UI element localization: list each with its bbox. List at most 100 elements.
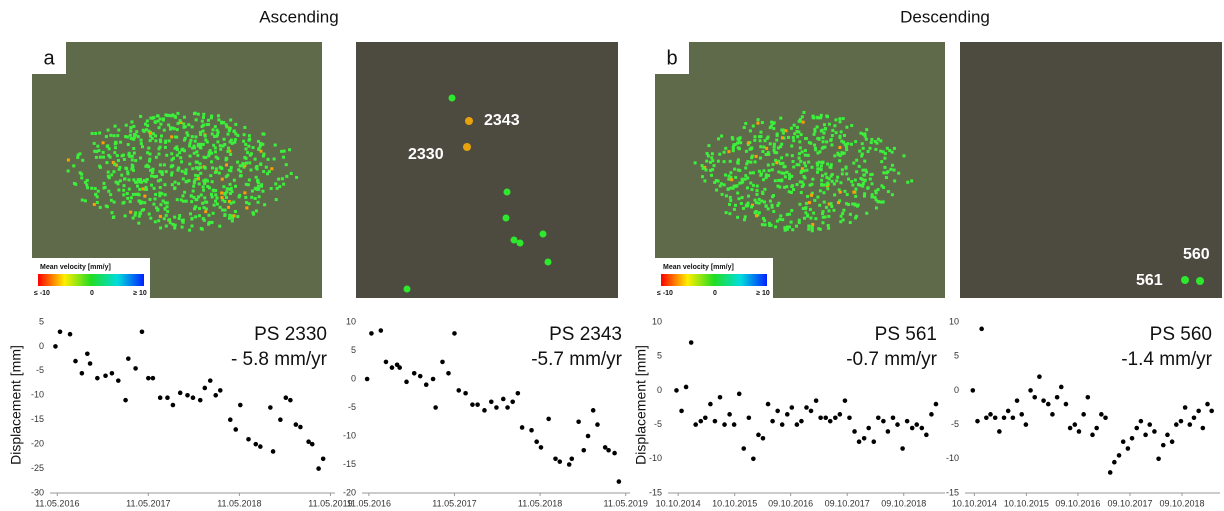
ps-point	[214, 146, 217, 149]
ps-point	[865, 128, 868, 131]
point-label: 561	[1136, 272, 1163, 289]
ps-point	[214, 189, 217, 192]
ps-point	[176, 148, 179, 151]
ps-point	[738, 169, 741, 172]
ps-point	[202, 130, 205, 133]
ps-point	[232, 130, 235, 133]
ps-point	[179, 119, 182, 122]
ps-point	[285, 175, 288, 178]
ps-point	[811, 178, 814, 181]
ps-point	[875, 191, 878, 194]
data-point	[895, 422, 900, 427]
y-tick-label: -15	[946, 487, 959, 497]
ps-point	[257, 201, 260, 204]
data-point	[606, 448, 611, 453]
point-label: 560	[1183, 246, 1210, 263]
ps-point	[891, 164, 894, 167]
ps-point	[715, 189, 718, 192]
data-point	[975, 419, 980, 424]
ps-point	[242, 140, 245, 143]
ps-point	[729, 171, 732, 174]
data-point	[1161, 443, 1166, 448]
ps-point	[191, 217, 194, 220]
ps-point	[193, 181, 196, 184]
ps-point	[717, 137, 720, 140]
ps-point	[170, 158, 173, 161]
ps-point	[744, 215, 747, 218]
ps-point	[149, 117, 152, 120]
data-point	[288, 398, 293, 403]
ps-point	[204, 156, 207, 159]
data-point	[1130, 436, 1135, 441]
ps-point	[202, 143, 205, 146]
data-point	[1094, 426, 1099, 431]
ps-point	[769, 142, 772, 145]
ps-point	[173, 216, 176, 219]
y-tick-label: -5	[951, 419, 959, 429]
ps-point	[870, 141, 873, 144]
ps-point	[124, 167, 127, 170]
ps-point	[810, 194, 813, 197]
data-point	[862, 436, 867, 441]
ps-point	[732, 149, 735, 152]
data-point	[741, 446, 746, 451]
data-point	[1147, 422, 1152, 427]
y-tick-label: -30	[31, 487, 44, 497]
ps-point	[225, 125, 228, 128]
ps-point	[775, 139, 778, 142]
ps-point	[275, 198, 278, 201]
ps-point	[149, 198, 152, 201]
ps-point	[110, 211, 113, 214]
data-point	[674, 388, 679, 393]
ps-point	[223, 143, 226, 146]
chart-title: PS 2343	[549, 324, 622, 345]
data-point	[689, 340, 694, 345]
ps-point	[141, 145, 144, 148]
ps-point	[764, 223, 767, 226]
ps-point	[758, 202, 761, 205]
ps-point	[830, 143, 833, 146]
ps-point	[791, 184, 794, 187]
y-tick-label: -10	[946, 453, 959, 463]
ps-point	[234, 123, 237, 126]
ps-point	[189, 155, 192, 158]
ps-point	[170, 135, 173, 138]
ps-point	[229, 183, 232, 186]
ps-point	[759, 131, 762, 134]
ps-point	[837, 201, 840, 204]
ps-point	[234, 138, 237, 141]
data-point	[799, 419, 804, 424]
ps-point	[759, 139, 762, 142]
data-point	[722, 422, 727, 427]
ps-point	[223, 138, 226, 141]
ps-point	[159, 123, 162, 126]
ps-point	[184, 172, 187, 175]
ps-point	[132, 125, 135, 128]
ps-point	[176, 122, 179, 125]
ps-point	[793, 124, 796, 127]
ps-point	[218, 225, 221, 228]
ps-point	[156, 209, 159, 212]
ps-point	[159, 163, 162, 166]
ps-point	[871, 173, 874, 176]
ps-point	[545, 259, 552, 266]
ps-point	[864, 169, 867, 172]
ps-point	[761, 191, 764, 194]
ps-point	[117, 189, 120, 192]
data-point	[567, 462, 572, 467]
ps-point	[889, 168, 892, 171]
ps-point	[160, 134, 163, 137]
ps-point	[102, 141, 105, 144]
ps-point	[109, 134, 112, 137]
ps-point	[214, 193, 217, 196]
ps-point	[220, 121, 223, 124]
ps-point	[743, 126, 746, 129]
ps-point	[230, 166, 233, 169]
y-tick-label: -5	[36, 365, 44, 375]
ps-point	[248, 179, 251, 182]
ps-point	[227, 147, 230, 150]
ps-point	[720, 135, 723, 138]
ps-point	[796, 135, 799, 138]
ps-point	[840, 130, 843, 133]
ps-point	[749, 161, 752, 164]
